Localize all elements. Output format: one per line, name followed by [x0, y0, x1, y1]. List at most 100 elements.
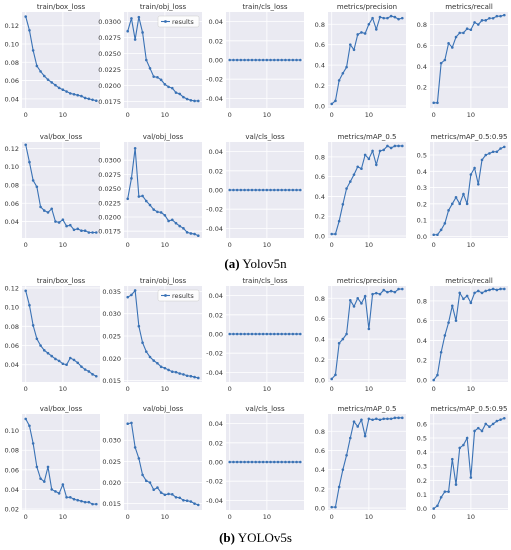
- data-point: [432, 507, 436, 510]
- data-point: [393, 15, 397, 19]
- data-point: [345, 453, 348, 457]
- y-tick-label: 0.2: [315, 485, 325, 493]
- data-point: [178, 92, 182, 96]
- data-point: [334, 373, 337, 377]
- x-tick-label: 10: [263, 241, 271, 249]
- y-tick-label: 0.8: [417, 297, 427, 305]
- data-point: [287, 460, 291, 464]
- data-point: [76, 227, 80, 231]
- data-point: [400, 416, 404, 420]
- data-point: [94, 99, 98, 102]
- data-point: [341, 468, 345, 471]
- data-point: [39, 205, 42, 209]
- plot-area: [430, 12, 508, 108]
- data-point: [196, 376, 200, 380]
- data-point: [91, 231, 94, 234]
- data-point: [450, 457, 454, 461]
- data-point: [261, 460, 265, 464]
- data-point: [265, 188, 269, 192]
- data-point: [167, 368, 170, 372]
- data-point: [337, 341, 341, 345]
- data-point: [46, 211, 50, 214]
- data-point: [454, 319, 458, 322]
- data-point: [159, 211, 163, 214]
- data-point: [65, 90, 68, 93]
- data-point: [371, 292, 374, 296]
- x-tick-label: 0: [24, 111, 28, 119]
- y-tick-label: 0.06: [5, 466, 19, 474]
- y-tick-label: 0.2: [417, 84, 427, 92]
- y-tick-label: 0.00: [209, 459, 223, 467]
- data-point: [450, 46, 454, 49]
- data-point: [284, 188, 287, 192]
- data-point: [491, 150, 495, 154]
- y-tick-label: 0.030: [102, 437, 121, 445]
- data-point: [80, 94, 83, 98]
- data-point: [170, 370, 174, 374]
- y-tick-label: 0.1: [417, 491, 427, 499]
- data-point: [72, 92, 76, 96]
- y-tick-label: 0.4: [417, 63, 427, 71]
- data-point: [232, 332, 235, 336]
- data-point: [28, 160, 31, 164]
- data-point: [137, 15, 141, 19]
- data-point: [152, 359, 156, 362]
- data-point: [144, 479, 148, 483]
- data-point: [432, 101, 436, 105]
- caption-a-label: (a): [224, 256, 240, 271]
- data-point: [246, 460, 250, 464]
- data-point: [378, 292, 382, 296]
- data-point: [356, 425, 360, 428]
- data-point: [178, 372, 182, 375]
- data-point: [159, 78, 163, 82]
- x-tick-label: 0: [432, 513, 436, 521]
- data-point: [295, 460, 298, 464]
- subplot: 0.0175 0.0200 0.0225 0.0250 0.0275 0.0300 0 10 v…: [98, 133, 202, 249]
- subplot: 0.0 0.1 0.2 0.3 0.4 0.5 0.6 0 10 metrics/mAP_0.5:…: [417, 405, 508, 521]
- data-point: [83, 500, 87, 504]
- data-point: [458, 446, 462, 450]
- data-point: [439, 228, 443, 232]
- data-point: [250, 58, 254, 62]
- data-point: [243, 58, 246, 62]
- data-point: [35, 185, 39, 189]
- y-tick-label: 0.08: [5, 447, 19, 455]
- plot-area: [328, 286, 406, 382]
- data-point: [178, 224, 182, 228]
- y-tick-label: 0.00: [209, 331, 223, 339]
- subplot-title: metrics/recall: [445, 3, 493, 11]
- subplot-title: train/box_loss: [37, 277, 86, 285]
- y-tick-label: 0.025: [102, 458, 121, 466]
- plot-area: [328, 12, 406, 108]
- y-tick-label: 0.6: [417, 420, 427, 428]
- data-point: [450, 304, 454, 308]
- data-point: [345, 187, 348, 190]
- data-point: [141, 31, 144, 34]
- data-point: [54, 220, 57, 223]
- subplot: 0.0175 0.0200 0.0225 0.0250 0.0275 0.0300 0 10 t…: [98, 3, 202, 119]
- data-point: [348, 43, 352, 46]
- y-tick-label: 0.4: [417, 337, 427, 345]
- data-point: [367, 327, 371, 331]
- y-tick-label: 0.3: [417, 184, 427, 192]
- data-point: [46, 351, 50, 355]
- data-point: [502, 287, 506, 291]
- data-point: [272, 188, 276, 192]
- data-point: [462, 297, 465, 301]
- x-tick-label: 0: [228, 241, 232, 249]
- data-point: [31, 324, 35, 327]
- x-tick-label: 0: [228, 385, 232, 393]
- data-point: [265, 460, 269, 464]
- data-point: [447, 209, 450, 212]
- data-point: [280, 188, 284, 192]
- data-point: [367, 417, 371, 421]
- data-point: [295, 332, 298, 336]
- data-point: [488, 288, 491, 292]
- subplot: 0.015 0.020 0.025 0.030 0.035 0 10 train/obj_lo…: [102, 277, 202, 393]
- data-point: [465, 436, 469, 440]
- data-point: [476, 23, 480, 26]
- y-tick-label: 0.0225: [98, 199, 121, 207]
- data-point: [276, 332, 280, 336]
- data-point: [447, 321, 450, 324]
- plot-area: [22, 12, 100, 108]
